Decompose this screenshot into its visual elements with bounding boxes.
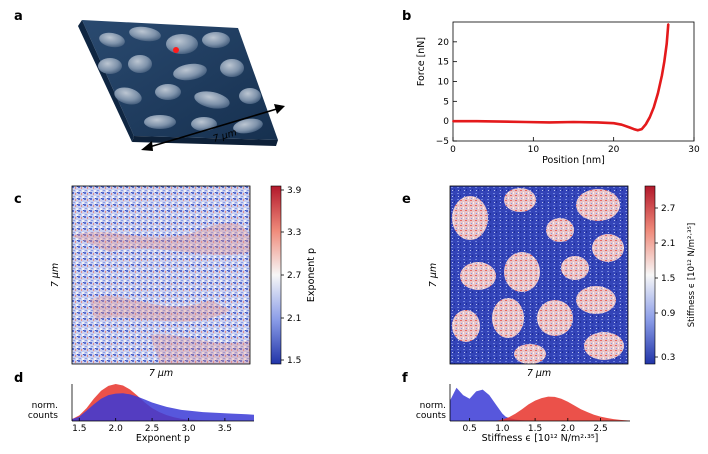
panel-letter-b: b [402,9,411,24]
y-tick-label: 10 [438,78,450,88]
x-tick-label: 3.0 [181,424,196,434]
y-tick-label: −5 [436,137,449,147]
colorbar-c-tick: 3.3 [287,228,301,238]
y-tick-label: 5 [443,97,449,107]
colorbar-e-tick: 1.5 [661,274,675,284]
y-axis-label: Force [nN] [416,37,427,86]
y-tick-label: 15 [438,58,449,68]
force-curve-line [453,23,670,132]
colorbar-c: 3.9 3.3 2.7 2.1 1.5 Exponent p [270,185,317,366]
force-curve-point [632,128,635,131]
hist-d-ylabel: counts [28,411,58,421]
exponent-histogram: 1.5 2.0 2.5 3.0 3.5 Exponent p [71,384,254,444]
x-tick-label: 2.0 [561,424,576,434]
hist-d-ylabel: norm. [32,401,58,411]
x-tick-label: 10 [528,145,540,155]
panel-letter-d: d [14,371,23,386]
force-curve-point [667,23,670,25]
x-tick-label: 2.0 [109,424,124,434]
force-curve-point [612,122,615,125]
x-tick-label: 3.5 [218,424,232,434]
x-tick-label: 2.5 [593,424,607,434]
map-c-y-label: 7 μm [50,263,61,287]
force-curve-point [648,116,651,119]
force-curve-point [636,129,639,132]
force-curve-point [663,60,666,63]
x-tick-label: 0 [450,145,456,155]
colorbar-c-tick: 1.5 [287,356,301,366]
force-curve-point [572,121,575,123]
panel-c: c 7 μm 7 μm 3.9 3.3 2.7 2.1 1.5 Exponent… [14,185,317,379]
x-tick-label: 1.5 [528,424,542,434]
afm-topography-surface [78,20,278,146]
histogram-red-series [495,396,630,421]
force-curve-point [620,123,623,126]
histogram-blue-series [450,387,536,421]
y-tick-label: 20 [438,38,450,48]
scale-arrow [141,104,285,151]
force-curve-point [665,42,668,45]
x-tick-label: 2.5 [145,424,159,434]
panel-letter-c: c [14,192,22,207]
map-c-x-label: 7 μm [149,368,173,379]
force-curve-point [548,121,551,124]
force-curve-point [524,121,527,123]
colorbar-c-label: Exponent p [306,248,317,302]
panel-letter-e: e [402,192,411,207]
colorbar-c-tick: 3.9 [287,186,302,196]
colorbar-e-tick: 0.9 [661,309,676,319]
colorbar-e-tick: 0.3 [661,353,675,363]
x-tick-label: 20 [608,145,620,155]
map-e-x-label: 7 μm [527,368,551,379]
force-curve-point [596,121,599,124]
stiffness-map [449,185,629,365]
panel-d: d norm. counts 1.5 2.0 2.5 3.0 3.5 Exponent p [14,371,254,444]
hist-f-ylabel: norm. [420,401,446,411]
x-axis-label: Exponent p [136,433,190,444]
panel-letter-a: a [14,9,23,24]
histogram-blue-series [72,393,254,421]
force-curve-point [476,120,478,123]
panel-letter-f: f [402,371,408,386]
force-curve-point [628,126,631,129]
force-curve-point [644,123,647,126]
x-axis-label: Stiffness ϵ [10¹² N/m²·³⁵] [482,433,599,444]
panel-a: a 7 μm [14,9,285,151]
colorbar-c-tick: 2.1 [287,314,301,324]
colorbar-e-tick: 2.1 [661,239,675,249]
x-tick-label: 0.5 [462,424,476,434]
colorbar-e-label: Stiffness ϵ [10¹² N/m²·³⁵] [687,223,697,327]
force-curve-point [652,106,655,109]
hist-f-ylabel: counts [416,411,446,421]
x-tick-label: 30 [688,145,700,155]
colorbar-e-tick: 2.7 [661,204,675,214]
colorbar-c-tick: 2.7 [287,271,301,281]
x-tick-label: 1.5 [72,424,86,434]
force-curve-point [656,92,659,95]
x-tick-label: 1.0 [495,424,510,434]
map-e-y-label: 7 μm [428,263,439,287]
force-curve-point [640,128,643,131]
panel-f: f norm. counts 0.5 1.0 1.5 2.0 2.5Stiffness … [402,371,630,444]
exponent-map [71,185,251,365]
x-axis-label: Position [nm] [542,155,605,166]
measurement-point-marker [173,47,179,53]
y-tick-label: 0 [443,117,449,127]
force-curve-point [452,120,454,123]
panel-e: e 7 μm 7 μm [402,185,697,379]
force-curve-point [660,74,663,77]
colorbar-e: 2.7 2.1 1.5 0.9 0.3 Stiffness ϵ [10¹² N/… [644,185,697,365]
force-curve-point [500,120,503,123]
